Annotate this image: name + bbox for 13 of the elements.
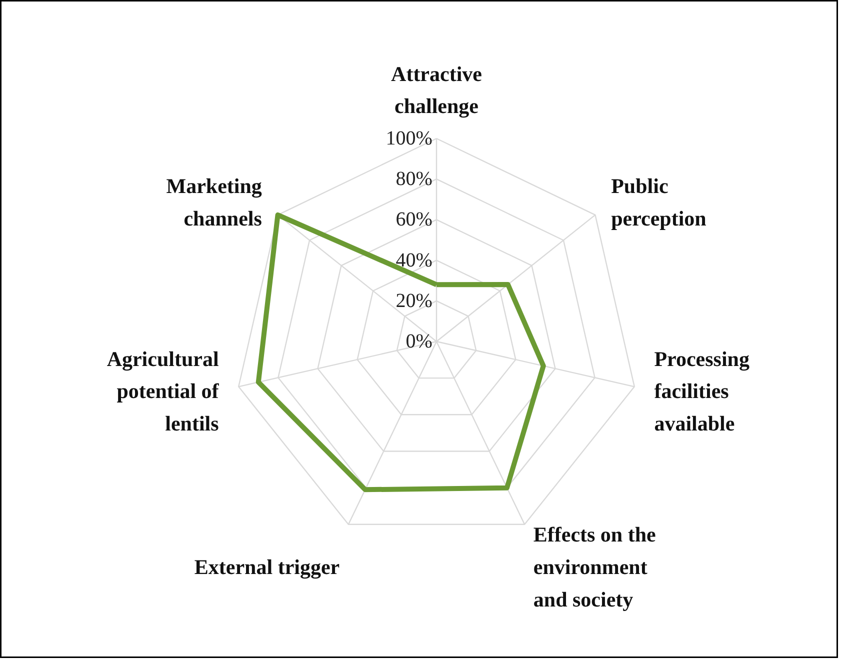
spoke-label: Marketing channels	[166, 174, 262, 230]
spoke-label: Effects on the environment and society	[533, 522, 656, 612]
y-tick-label: 100%	[386, 128, 432, 150]
y-tick-label: 80%	[396, 168, 432, 190]
spoke-label: Agricultural potential of lentils	[106, 346, 220, 436]
spoke-label: External trigger	[194, 555, 340, 580]
spoke-label: Processing facilities available	[654, 346, 750, 436]
y-tick-label: 20%	[396, 290, 432, 312]
y-tick-label: 60%	[396, 208, 432, 231]
spoke-label: Attractive challenge	[391, 62, 482, 118]
spoke-label: Public perception	[611, 174, 707, 230]
y-tick-label: 0%	[406, 330, 432, 352]
y-tick-label: 40%	[396, 249, 432, 272]
